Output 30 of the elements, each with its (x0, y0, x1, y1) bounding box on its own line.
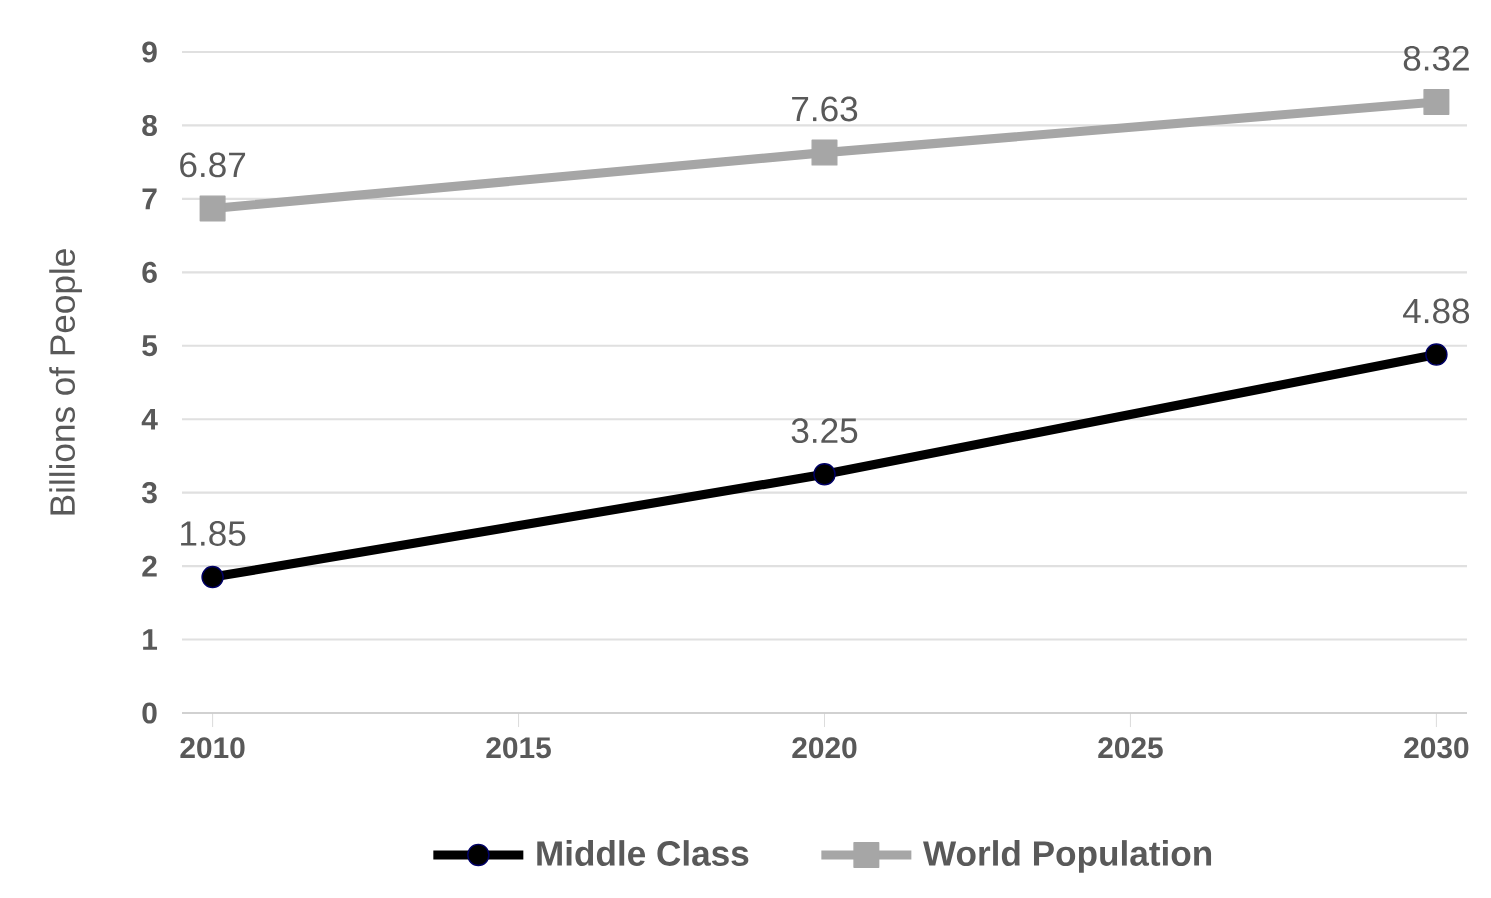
x-tick-label: 2015 (486, 737, 551, 759)
x-tick-label: 2025 (1098, 737, 1163, 759)
y-tick-label: 3 (141, 482, 157, 504)
point (1425, 343, 1448, 366)
point (1423, 88, 1450, 115)
x-tick-label: 2030 (1404, 737, 1469, 759)
data-label: 8.32 (1403, 45, 1469, 71)
y-tick-label: 0 (142, 702, 157, 724)
y-tick-label: 2 (142, 555, 157, 577)
data-label: 6.87 (180, 152, 246, 178)
point (199, 195, 226, 222)
data-label: 7.63 (792, 96, 858, 122)
data-label: 1.85 (181, 521, 246, 546)
y-tick-label: 5 (142, 335, 158, 357)
y-tick-label: 6 (142, 261, 157, 283)
data-label: 4.88 (1403, 298, 1470, 324)
point (813, 463, 836, 486)
x-tick-label: 2020 (792, 737, 857, 759)
y-tick-label: 1 (143, 629, 158, 650)
y-tick-label: 8 (142, 114, 157, 136)
point (811, 139, 838, 166)
x-tick-label: 2010 (180, 737, 245, 759)
y-axis-title: Billions of People (49, 249, 82, 515)
y-tick-label: 4 (141, 408, 158, 430)
legend-label: Middle Class (537, 840, 749, 866)
point (201, 565, 224, 589)
legend-label: World Population (923, 840, 1212, 873)
y-tick-label: 7 (142, 188, 157, 210)
y-tick-label: 9 (142, 41, 157, 63)
data-label: 3.25 (791, 418, 858, 444)
